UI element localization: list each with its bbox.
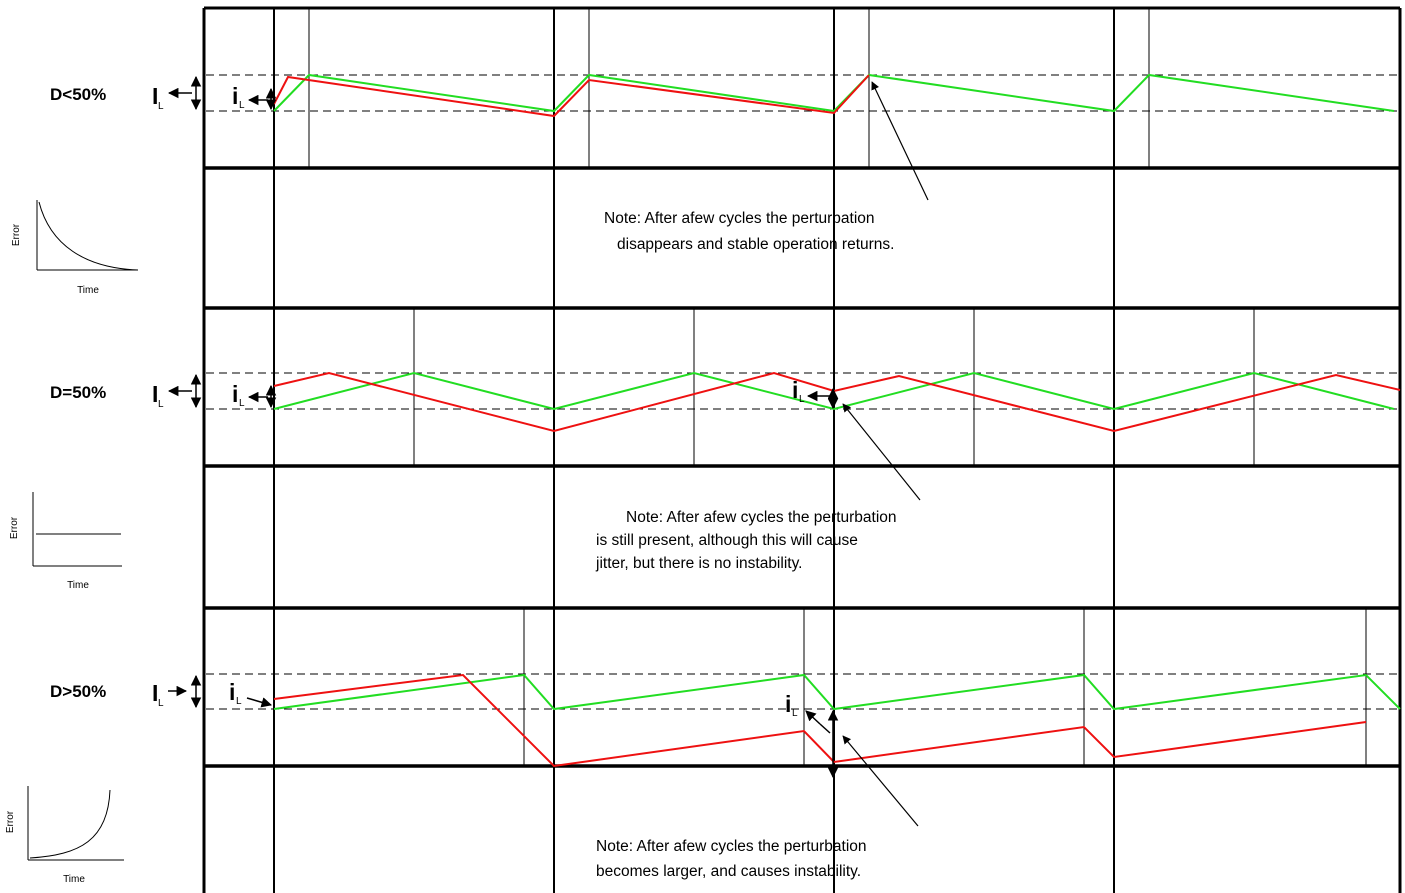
error-plot-constant: Error Time: [9, 492, 122, 591]
time-axis-label: Time: [63, 874, 85, 885]
steady-state-current: [273, 73, 1395, 113]
inductor-current-label: I: [152, 83, 158, 109]
error-axis-label: Error: [9, 516, 20, 539]
inductor-current-sub: L: [158, 698, 164, 709]
note-line-1: Note: After afew cycles the perturbation: [596, 838, 867, 855]
clock-lines: [273, 8, 1115, 893]
note-line-2: is still present, although this will cau…: [596, 532, 858, 549]
turn-off-markers: [308, 8, 1367, 766]
note-line-2: becomes larger, and causes instability.: [596, 863, 861, 880]
error-axis-label: Error: [11, 223, 22, 246]
note-line-1: Note: After afew cycles the perturbation: [626, 509, 897, 526]
panel-d-gt-50: D>50% I L i L i L Note: After afew cycle…: [5, 673, 1401, 885]
note-line-3: jitter, but there is no instability.: [595, 555, 802, 572]
reference-levels: [206, 74, 1398, 710]
error-plot-decaying: Error Time: [11, 200, 139, 296]
panel-frame: [202, 6, 1402, 893]
perturbed-current: [273, 673, 1367, 768]
ripple-current-label: i: [229, 679, 235, 705]
note-line-1: Note: After afew cycles the perturbation: [604, 210, 875, 227]
ripple-current-label: i: [232, 381, 238, 407]
panel-d-lt-50: D<50% I L i L Note: After afew cycles th…: [11, 73, 1395, 296]
error-axis-label: Error: [5, 810, 16, 833]
duty-label: D>50%: [50, 682, 106, 701]
duty-label: D<50%: [50, 85, 106, 104]
steady-state-current: [273, 673, 1401, 711]
ripple-current-sub: L: [239, 100, 245, 111]
inductor-current-sub: L: [158, 399, 164, 410]
perturbed-current: [273, 74, 870, 118]
perturbation-sub: L: [799, 394, 805, 405]
inductor-current-label: I: [152, 381, 158, 407]
inductor-current-sub: L: [158, 101, 164, 112]
inductor-current-label: I: [152, 680, 158, 706]
perturbed-current: [273, 371, 1401, 433]
panel-d-eq-50: D=50% I L i L i L Note: After afew cycle…: [9, 371, 1401, 591]
time-axis-label: Time: [77, 285, 99, 296]
ripple-current-label: i: [232, 83, 238, 109]
perturbation-label: i: [792, 377, 798, 403]
error-plot-growing: Error Time: [5, 786, 124, 885]
ripple-current-sub: L: [239, 398, 245, 409]
perturbation-sub: L: [792, 708, 798, 719]
note-line-2: disappears and stable operation returns.: [617, 236, 894, 253]
duty-label: D=50%: [50, 383, 106, 402]
ripple-current-sub: L: [236, 696, 242, 707]
time-axis-label: Time: [67, 580, 89, 591]
perturbation-label: i: [785, 691, 791, 717]
